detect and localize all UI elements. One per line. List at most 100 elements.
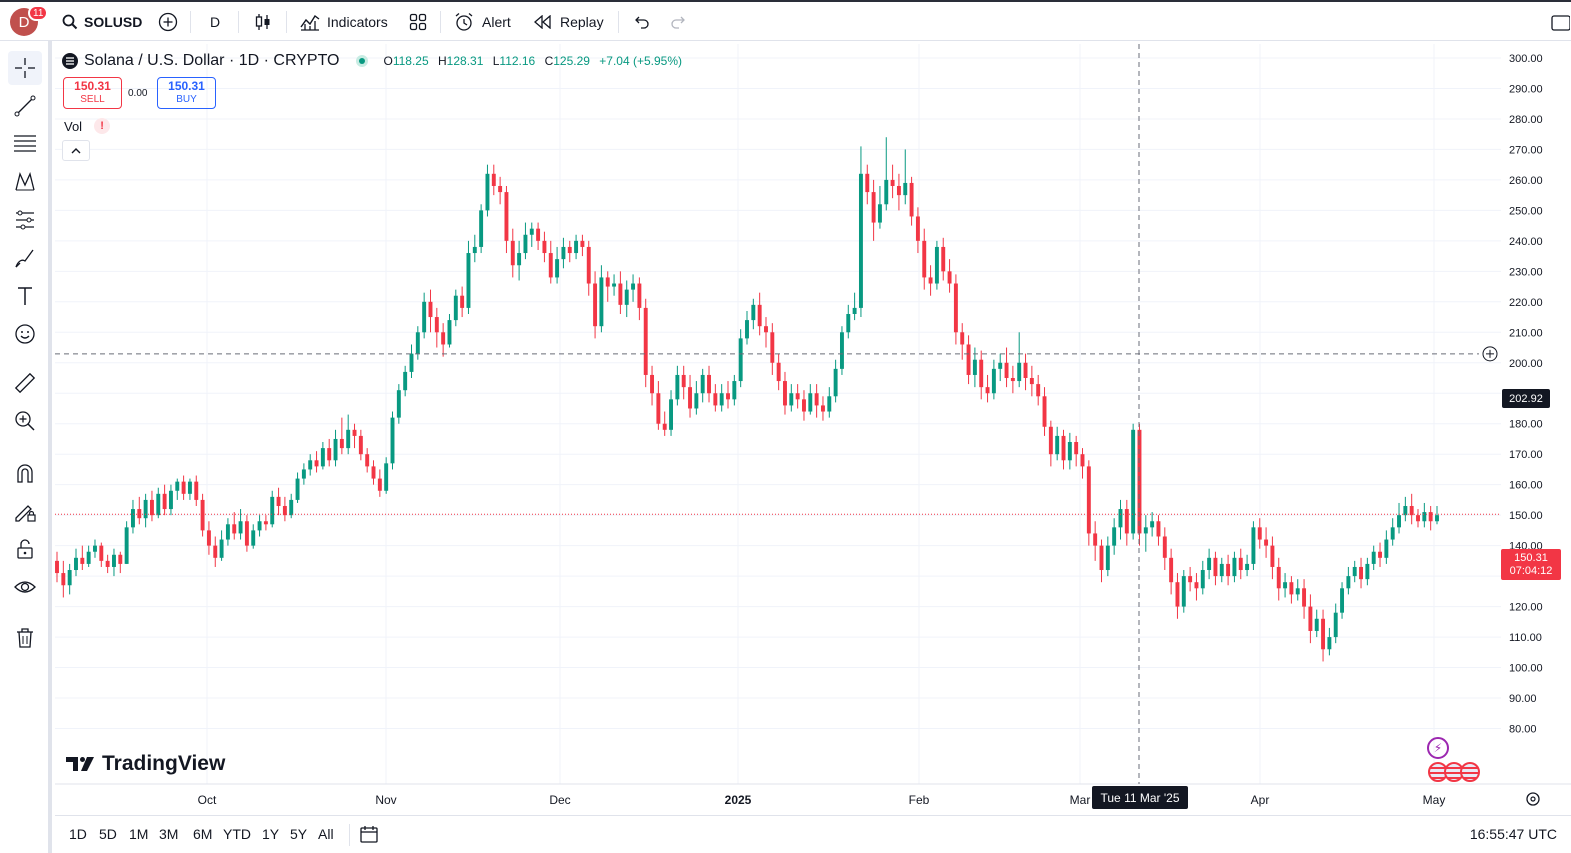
candle xyxy=(1251,521,1256,571)
brush-tool[interactable] xyxy=(8,241,42,275)
range-5d[interactable]: 5D xyxy=(99,826,117,842)
lock-all-tool[interactable] xyxy=(8,532,42,566)
candle-body xyxy=(251,530,256,546)
redo-button[interactable] xyxy=(670,2,688,41)
hide-drawings-tool[interactable] xyxy=(8,570,42,604)
candle xyxy=(1131,423,1136,540)
settings-gear-button[interactable] xyxy=(1526,792,1540,806)
bottom-toolbar: 1D 5D 1M 3M 6M YTD 1Y 5Y All 16:55:47 UTC xyxy=(55,815,1571,853)
brush-icon xyxy=(15,249,34,268)
compare-symbol-button[interactable] xyxy=(158,2,178,41)
alarm-clock-icon xyxy=(455,12,473,31)
x-tick-label: Oct xyxy=(198,793,217,807)
candle-body xyxy=(1371,551,1376,564)
interval-button[interactable]: D xyxy=(210,2,220,41)
chart-type-button[interactable] xyxy=(254,2,272,41)
pattern-tool[interactable] xyxy=(8,165,42,199)
candle xyxy=(1080,448,1085,479)
price-chart[interactable]: 310.00300.00290.00280.00270.00260.00250.… xyxy=(55,44,1571,815)
candle-body xyxy=(1333,612,1338,638)
candle xyxy=(1055,426,1060,461)
candle xyxy=(276,487,281,516)
candle-body xyxy=(415,332,420,354)
collapse-legend-button[interactable] xyxy=(62,140,90,161)
candle-body xyxy=(1251,527,1256,564)
symbol-title[interactable]: Solana / U.S. Dollar · 1D · CRYPTO xyxy=(84,52,340,69)
range-1m[interactable]: 1M xyxy=(129,826,149,842)
candle-body xyxy=(352,429,357,436)
range-all[interactable]: All xyxy=(318,826,334,842)
clock[interactable]: 16:55:47 UTC xyxy=(1469,826,1557,842)
candle-body xyxy=(1061,435,1066,461)
candle-body xyxy=(422,301,427,333)
buy-button[interactable]: 150.31 BUY xyxy=(157,77,216,109)
sell-button[interactable]: 150.31 SELL xyxy=(63,77,122,109)
candle-body xyxy=(1004,362,1009,379)
undo-button[interactable] xyxy=(632,2,650,41)
text-tool[interactable] xyxy=(8,279,42,313)
candle-body xyxy=(74,557,78,571)
range-1y[interactable]: 1Y xyxy=(262,826,280,842)
candle xyxy=(263,515,268,531)
candle xyxy=(517,240,522,281)
candle xyxy=(953,274,958,345)
candle-body xyxy=(700,374,705,394)
candle xyxy=(93,539,97,558)
replay-button[interactable]: Replay xyxy=(534,2,604,41)
range-3m[interactable]: 3M xyxy=(159,826,179,842)
range-ytd[interactable]: YTD xyxy=(223,826,251,842)
candle xyxy=(1042,387,1047,436)
trend-line-tool[interactable] xyxy=(8,89,42,123)
candle xyxy=(149,490,154,522)
candle-body xyxy=(346,429,351,449)
candle-body xyxy=(168,490,173,510)
candle-body xyxy=(143,499,148,519)
symbol-search-button[interactable]: SOLUSD xyxy=(62,2,142,41)
stay-drawing-tool[interactable] xyxy=(8,494,42,528)
y-tick-label: 300.00 xyxy=(1509,53,1543,65)
range-6m[interactable]: 6M xyxy=(193,826,213,842)
candle-body xyxy=(1321,618,1326,650)
range-1d[interactable]: 1D xyxy=(69,826,87,842)
candle-body xyxy=(1067,442,1072,461)
forecast-tool[interactable] xyxy=(8,203,42,237)
goto-date-button[interactable] xyxy=(359,824,379,849)
candle xyxy=(1340,582,1345,619)
candle xyxy=(1086,460,1091,546)
tradingview-watermark[interactable]: TradingView xyxy=(66,752,225,776)
candle-body xyxy=(656,393,661,424)
zoom-tool[interactable] xyxy=(8,404,42,438)
fib-tool[interactable] xyxy=(8,127,42,161)
time-axis[interactable]: Oct Nov Dec 2025 Feb Mar Apr May xyxy=(55,783,1571,807)
buy-price: 150.31 xyxy=(168,79,205,93)
crosshair-add-button[interactable] xyxy=(1482,346,1498,362)
indicators-button[interactable]: Indicators xyxy=(300,2,388,41)
candle-body xyxy=(479,210,484,247)
range-5y[interactable]: 5Y xyxy=(290,826,308,842)
last-price: 150.31 xyxy=(1514,551,1548,564)
candle xyxy=(1067,432,1072,470)
sell-price: 150.31 xyxy=(74,79,111,93)
remove-drawings-tool[interactable] xyxy=(8,621,42,655)
templates-button[interactable] xyxy=(409,2,427,41)
warning-icon[interactable]: ! xyxy=(94,118,111,134)
y-tick-label: 100.00 xyxy=(1509,663,1543,675)
candle-body xyxy=(1428,512,1433,522)
events-lightning-icon[interactable]: ⚡ xyxy=(1427,737,1449,759)
candle-body xyxy=(757,304,762,327)
candle xyxy=(403,365,408,397)
magnet-tool[interactable] xyxy=(8,456,42,490)
ruler-tool[interactable] xyxy=(8,366,42,400)
solana-logo-icon xyxy=(62,53,78,69)
symbol-label: SOLUSD xyxy=(84,13,143,30)
volume-label[interactable]: Vol xyxy=(64,118,83,134)
us-flag-events-icon[interactable] xyxy=(1428,762,1480,782)
candle-body xyxy=(795,393,800,400)
layout-button[interactable] xyxy=(1550,2,1570,41)
crosshair-tool[interactable] xyxy=(8,51,42,85)
emoji-tool[interactable] xyxy=(8,317,42,351)
candle-body xyxy=(491,173,496,186)
alert-button[interactable]: Alert xyxy=(454,2,511,41)
high-value: 128.31 xyxy=(446,54,484,68)
candle-body xyxy=(1314,618,1319,631)
